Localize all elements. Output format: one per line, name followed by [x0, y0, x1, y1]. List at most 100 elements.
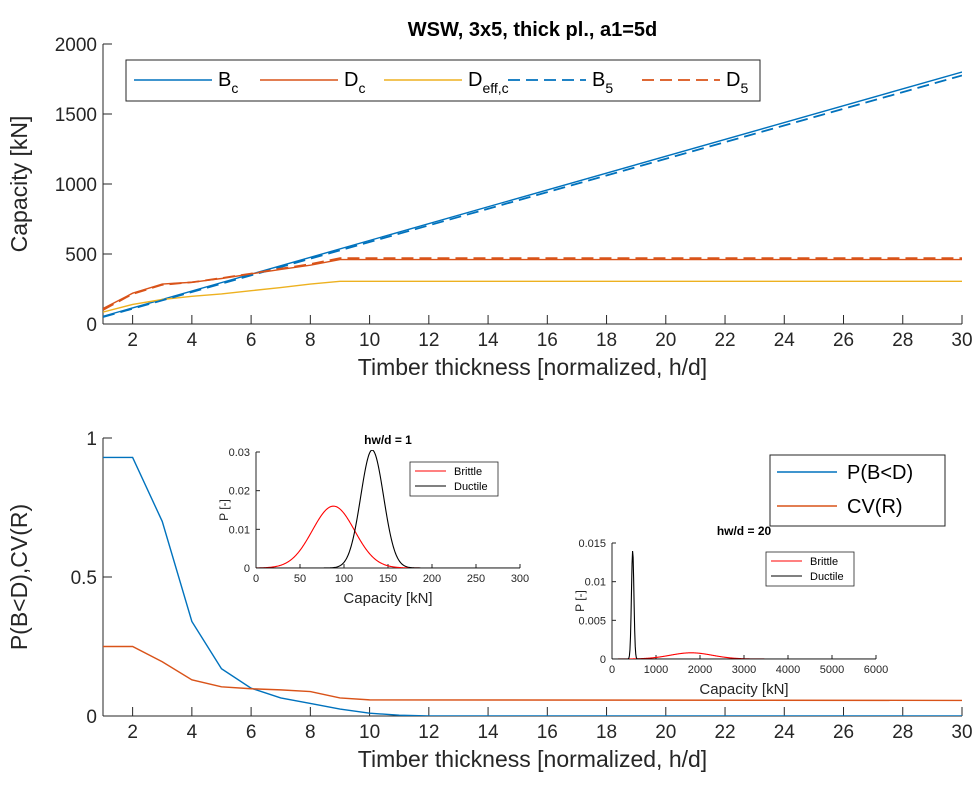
legend-label: D5: [726, 69, 748, 96]
legend-label-sub: eff,c: [482, 80, 508, 96]
legend-label: Brittle: [454, 466, 482, 478]
x-axis-label: Timber thickness [normalized, h/d]: [358, 746, 707, 772]
x-tick-label: 2000: [688, 664, 712, 676]
chart-title: hw/d = 20: [717, 524, 772, 538]
x-tick-label: 3000: [732, 664, 756, 676]
y-tick-label: 1: [86, 429, 97, 450]
legend: Brittle Ductile: [765, 551, 855, 587]
x-tick-label: 24: [774, 722, 796, 743]
x-tick-label: 0: [609, 664, 615, 676]
y-axis-label: P [-]: [573, 590, 587, 612]
legend-label: Deff,c: [468, 69, 509, 96]
x-tick-label: 10: [359, 330, 380, 351]
x-tick-label: 18: [596, 330, 617, 351]
y-tick-label: 2000: [55, 35, 97, 56]
y-tick-label: 1500: [55, 105, 97, 126]
legend-label: Ductile: [810, 571, 844, 583]
x-tick-label: 6000: [864, 664, 888, 676]
x-tick-label: 8: [305, 722, 316, 743]
series-line-bottom-cvr: [103, 645, 962, 702]
x-tick-label: 4: [187, 722, 198, 743]
y-tick-label: 0.01: [585, 577, 606, 589]
y-tick-label: 0: [600, 654, 606, 666]
series-line-top-d-effc: [103, 280, 962, 313]
x-tick-label: 26: [833, 330, 854, 351]
x-tick-label: 24: [774, 330, 796, 351]
legend-label-main: D: [726, 69, 740, 91]
y-tick-label: 0.015: [578, 538, 606, 550]
y-axis-label: P(B<D),CV(R): [6, 504, 32, 650]
legend-label-sub: c: [358, 80, 365, 96]
y-tick-label: 0.01: [229, 524, 250, 536]
x-tick-label: 30: [951, 722, 972, 743]
axes-top: 2 4 6 8 10 12 14 16 18 20 22 24 26 28 3005001000150020…: [6, 19, 973, 380]
x-tick-label: 0: [253, 573, 259, 585]
legend-label: Dc: [344, 69, 365, 96]
legend-label-main: D: [344, 69, 358, 91]
legend: Brittle Ductile: [409, 461, 499, 497]
x-axis-label: Capacity [kN]: [699, 681, 788, 698]
x-tick-label: 300: [511, 573, 529, 585]
x-tick-label: 16: [537, 722, 558, 743]
legend-box: [409, 461, 499, 497]
x-axis-label: Capacity [kN]: [343, 590, 432, 607]
legend-label: Bc: [218, 69, 238, 96]
x-tick-label: 100: [335, 573, 353, 585]
x-axis-label: Timber thickness [normalized, h/d]: [358, 354, 707, 380]
x-tick-label: 10: [359, 722, 380, 743]
x-tick-label: 250: [467, 573, 485, 585]
x-tick-label: 5000: [820, 664, 844, 676]
y-tick-label: 0.02: [229, 486, 250, 498]
chart-title: hw/d = 1: [364, 433, 412, 447]
legend-label: CV(R): [847, 496, 903, 518]
y-tick-label: 0: [244, 563, 250, 575]
x-tick-label: 28: [892, 722, 913, 743]
x-tick-label: 28: [892, 330, 913, 351]
legend-label-main: D: [468, 69, 482, 91]
x-tick-label: 4000: [776, 664, 800, 676]
legend-label-main: B: [218, 69, 231, 91]
x-tick-label: 2: [127, 722, 138, 743]
legend-label-sub: 5: [605, 80, 613, 96]
x-tick-label: 26: [833, 722, 854, 743]
series-line-top-b-c: [103, 71, 962, 317]
x-tick-label: 14: [477, 722, 499, 743]
x-tick-label: 50: [294, 573, 306, 585]
x-tick-label: 12: [418, 722, 439, 743]
legend-label: Ductile: [454, 481, 488, 493]
x-tick-label: 22: [714, 722, 735, 743]
x-tick-label: 1000: [644, 664, 668, 676]
axes-inset2: 0 1000 2000 3000 4000 5000 6000 0 0.005 0.01 0.015…: [573, 524, 888, 698]
x-tick-label: 20: [655, 330, 676, 351]
y-axis-label: P [-]: [217, 499, 231, 521]
x-tick-label: 30: [951, 330, 972, 351]
legend-label-main: B: [592, 69, 605, 91]
y-tick-label: 0.005: [578, 615, 606, 627]
y-tick-label: 0: [86, 315, 97, 336]
x-tick-label: 14: [477, 330, 499, 351]
x-tick-label: 16: [537, 330, 558, 351]
y-axis-label: Capacity [kN]: [6, 116, 32, 253]
x-tick-label: 18: [596, 722, 617, 743]
y-tick-label: 0.5: [71, 568, 97, 589]
axes-inset1: 0 50 100 150 200 250 300 0 0.01 0.02 0.03 Capacity …: [217, 433, 529, 607]
legend-label: P(B<D): [847, 462, 913, 484]
y-tick-label: 1000: [55, 175, 97, 196]
y-tick-label: 0.03: [229, 447, 250, 459]
legend-label: Brittle: [810, 556, 838, 568]
legend-label-sub: 5: [740, 80, 748, 96]
x-tick-label: 150: [379, 573, 397, 585]
series-line-top-b-5: [103, 74, 962, 318]
x-tick-label: 6: [246, 722, 257, 743]
legend-box: [769, 454, 946, 527]
x-tick-label: 2: [127, 330, 138, 351]
series-line-inset1-brittle: [256, 505, 520, 568]
x-tick-label: 4: [187, 330, 198, 351]
y-tick-label: 0: [86, 707, 97, 728]
y-tick-label: 500: [65, 245, 97, 266]
x-tick-label: 200: [423, 573, 441, 585]
legend-label: B5: [592, 69, 613, 96]
legend-box: [765, 551, 855, 587]
x-tick-label: 22: [714, 330, 735, 351]
